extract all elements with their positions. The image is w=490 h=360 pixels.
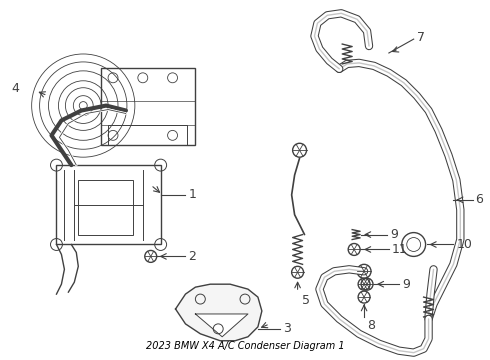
Text: 1: 1 (189, 188, 196, 201)
Text: 7: 7 (416, 31, 425, 44)
Text: 5: 5 (301, 294, 310, 307)
Polygon shape (196, 314, 248, 337)
Bar (78, 180, 133, 235)
Bar (108, 125, 188, 145)
Text: 3: 3 (283, 322, 291, 336)
Text: 2: 2 (189, 250, 196, 263)
Text: 4: 4 (11, 82, 19, 95)
Text: 2023 BMW X4 A/C Condenser Diagram 1: 2023 BMW X4 A/C Condenser Diagram 1 (146, 341, 344, 351)
Bar (56, 165, 161, 244)
Polygon shape (175, 284, 262, 341)
Text: 9: 9 (402, 278, 410, 291)
Text: 6: 6 (475, 193, 483, 206)
Text: 11: 11 (392, 243, 408, 256)
Text: 9: 9 (390, 228, 398, 241)
Text: 8: 8 (367, 319, 375, 332)
Text: 10: 10 (456, 238, 472, 251)
